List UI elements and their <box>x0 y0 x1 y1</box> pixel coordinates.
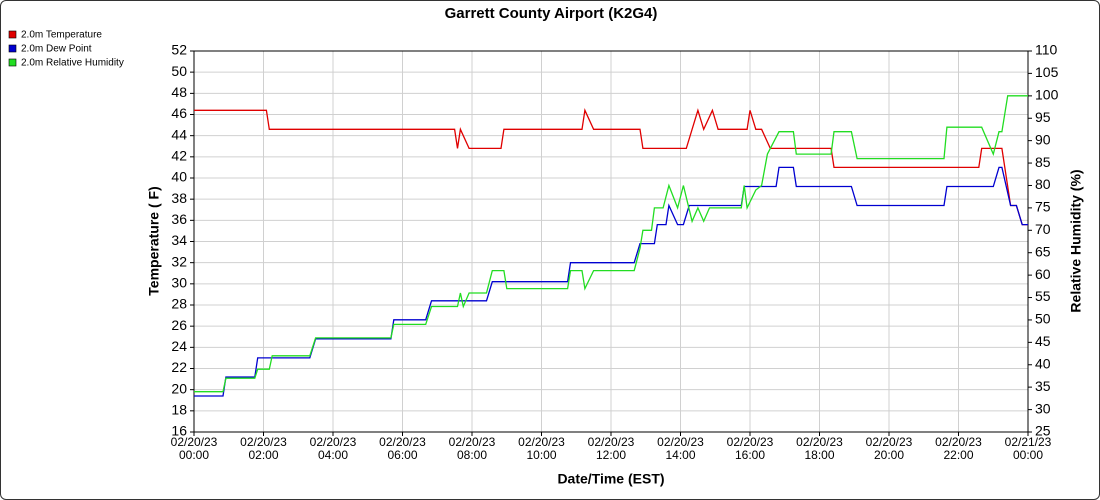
y-tick-label: 50 <box>171 63 187 79</box>
y-tick-label: 44 <box>171 126 187 142</box>
x-axis-label: Date/Time (EST) <box>557 471 664 487</box>
y2-tick-label: 30 <box>1035 400 1051 416</box>
x-tick-label: 02/20/23 12:00 <box>587 435 635 462</box>
y2-tick-label: 75 <box>1035 199 1051 215</box>
x-tick-label: 02/20/23 18:00 <box>796 435 843 462</box>
y-tick-label: 36 <box>171 211 187 227</box>
chart-title: Garrett County Airport (K2G4) <box>445 5 658 22</box>
series-line <box>194 108 1028 226</box>
x-tick-label: 02/20/23 14:00 <box>657 435 704 462</box>
y2-tick-label: 55 <box>1035 288 1051 304</box>
x-tick-label: 02/20/23 08:00 <box>448 435 496 462</box>
y2-tick-label: 80 <box>1035 176 1051 192</box>
x-tick-label: 02/20/23 06:00 <box>379 435 426 462</box>
x-tick-label: 02/21/23 00:00 <box>1004 435 1052 462</box>
x-tick-label: 02/20/23 22:00 <box>935 435 982 462</box>
series-line <box>194 166 1028 397</box>
y-tick-label: 46 <box>171 105 187 121</box>
series-line <box>194 95 1028 393</box>
y-tick-label: 38 <box>171 190 187 206</box>
y2-tick-label: 85 <box>1035 154 1051 170</box>
legend-label: 2.0m Relative Humidity <box>21 58 124 69</box>
y2-axis-label: Relative Humidity (%) <box>1068 169 1084 312</box>
y-tick-label: 34 <box>171 232 187 248</box>
y-tick-label: 52 <box>171 42 187 58</box>
y-tick-label: 28 <box>171 296 187 312</box>
y-tick-label: 40 <box>171 169 187 185</box>
y-tick-label: 32 <box>171 253 187 269</box>
y-tick-label: 16 <box>171 423 187 439</box>
x-tick-label: 02/20/23 02:00 <box>240 435 287 462</box>
y-tick-label: 48 <box>171 84 187 100</box>
y-tick-label: 20 <box>171 380 187 396</box>
y2-tick-label: 105 <box>1035 64 1059 80</box>
legend-label: 2.0m Dew Point <box>21 44 92 55</box>
legend-swatch <box>8 44 17 53</box>
y-tick-label: 26 <box>171 317 187 333</box>
y2-tick-label: 40 <box>1035 355 1051 371</box>
y-tick-label: 42 <box>171 148 187 164</box>
y2-tick-label: 110 <box>1035 42 1058 58</box>
y2-tick-label: 35 <box>1035 378 1051 394</box>
y2-tick-label: 100 <box>1035 87 1059 103</box>
y-axis-label: Temperature ( F) <box>146 186 162 295</box>
x-tick-label: 02/20/23 00:00 <box>170 435 218 462</box>
y2-tick-label: 60 <box>1035 266 1051 282</box>
x-tick-label: 02/20/23 04:00 <box>309 435 357 462</box>
y2-tick-label: 95 <box>1035 109 1051 125</box>
plot-frame <box>193 50 1029 433</box>
y-tick-label: 22 <box>171 359 187 375</box>
y2-tick-label: 45 <box>1035 333 1051 349</box>
y2-tick-label: 65 <box>1035 243 1051 259</box>
x-tick-label: 02/20/23 20:00 <box>865 435 913 462</box>
y-tick-label: 18 <box>171 402 187 418</box>
y-tick-label: 30 <box>171 275 187 291</box>
y2-tick-label: 50 <box>1035 311 1051 327</box>
y-tick-label: 24 <box>171 338 187 354</box>
legend-swatch <box>8 58 17 67</box>
legend-swatch <box>8 30 17 39</box>
x-tick-label: 02/20/23 16:00 <box>726 435 774 462</box>
y2-tick-label: 25 <box>1035 423 1051 439</box>
y2-tick-label: 90 <box>1035 131 1051 147</box>
y2-tick-label: 70 <box>1035 221 1051 237</box>
legend-label: 2.0m Temperature <box>21 30 102 41</box>
x-tick-label: 02/20/23 10:00 <box>518 435 565 462</box>
